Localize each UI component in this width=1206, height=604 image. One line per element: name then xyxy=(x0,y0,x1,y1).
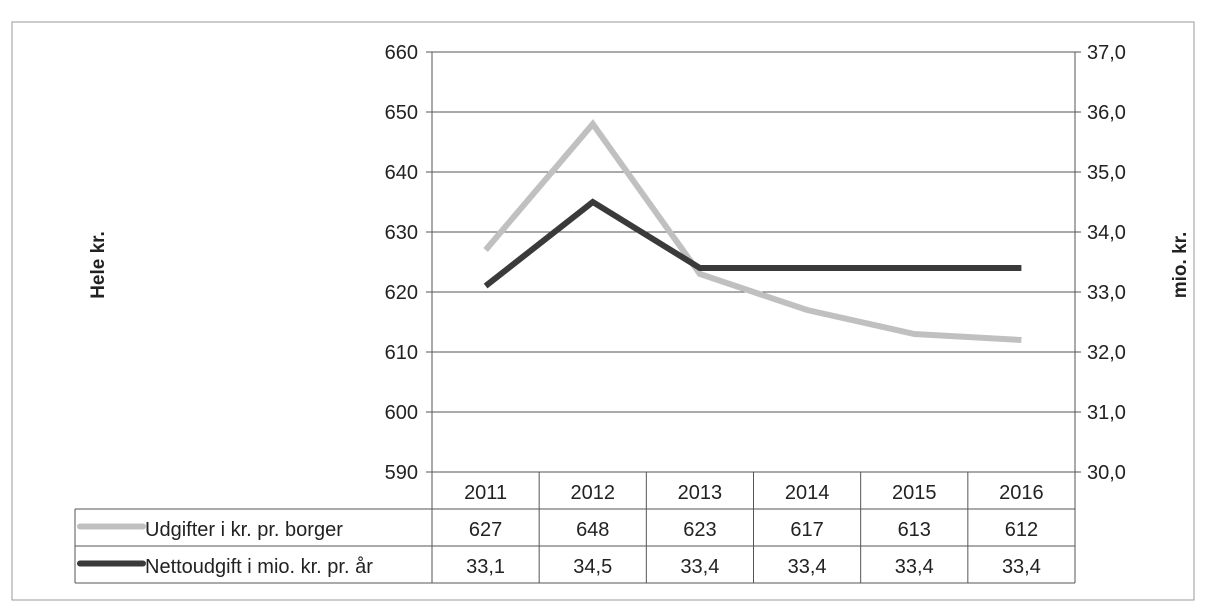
y2-tick-label: 35,0 xyxy=(1087,162,1126,184)
y2-tick-label: 36,0 xyxy=(1087,102,1126,124)
y2-tick-label: 32,0 xyxy=(1087,342,1126,364)
data-label: 33,4 xyxy=(1002,556,1041,578)
y-tick-label: 610 xyxy=(385,342,418,364)
y2-tick-label: 34,0 xyxy=(1087,222,1126,244)
data-label: 33,4 xyxy=(788,556,827,578)
y2-tick-label: 33,0 xyxy=(1087,282,1126,304)
x-tick-label: 2016 xyxy=(999,482,1044,504)
y2-tick-label: 31,0 xyxy=(1087,402,1126,424)
data-label: 617 xyxy=(790,519,823,541)
data-label: 648 xyxy=(576,519,609,541)
data-label: 613 xyxy=(898,519,931,541)
x-tick-label: 2012 xyxy=(571,482,616,504)
y-tick-label: 660 xyxy=(385,42,418,64)
x-tick-label: 2014 xyxy=(785,482,830,504)
x-tick-label: 2015 xyxy=(892,482,937,504)
y2-tick-label: 30,0 xyxy=(1087,462,1126,484)
x-tick-label: 2011 xyxy=(464,482,507,504)
y-tick-label: 640 xyxy=(385,162,418,184)
y-tick-label: 620 xyxy=(385,282,418,304)
data-label: 33,4 xyxy=(680,556,719,578)
data-label: 33,1 xyxy=(466,556,505,578)
data-label: 612 xyxy=(1005,519,1038,541)
y2-tick-label: 37,0 xyxy=(1087,42,1126,64)
data-label: 34,5 xyxy=(573,556,612,578)
data-label: 33,4 xyxy=(895,556,934,578)
y-tick-label: 650 xyxy=(385,102,418,124)
y-tick-label: 600 xyxy=(385,402,418,424)
legend-label-1: Udgifter i kr. pr. borger xyxy=(145,519,343,541)
data-label: 623 xyxy=(683,519,716,541)
y-tick-label: 630 xyxy=(385,222,418,244)
x-tick-label: 2013 xyxy=(678,482,723,504)
legend-label-2: Nettoudgift i mio. kr. pr. år xyxy=(145,556,373,578)
data-label: 627 xyxy=(469,519,502,541)
chart-frame xyxy=(12,22,1194,600)
y-tick-label: 590 xyxy=(385,462,418,484)
y-axis-title: Hele kr. xyxy=(88,231,109,299)
y2-axis-title: mio. kr. xyxy=(1170,232,1191,299)
